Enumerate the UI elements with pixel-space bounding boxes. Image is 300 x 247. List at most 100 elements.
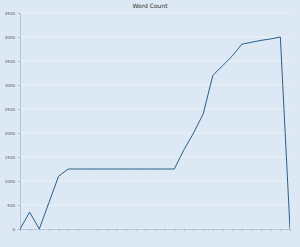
x-tick xyxy=(126,229,127,231)
x-tick-mark xyxy=(97,229,98,231)
x-tick xyxy=(78,229,79,231)
y-tick-mark xyxy=(18,229,20,230)
x-tick xyxy=(184,229,185,231)
x-tick xyxy=(261,229,262,231)
y-tick-mark xyxy=(18,109,20,110)
y-tick-mark xyxy=(18,157,20,158)
x-tick-mark xyxy=(88,229,89,231)
chart: Word Count 0 500 1000 1500 2000 2500 3000 3500 40… xyxy=(0,0,300,247)
y-tick: 4000 xyxy=(5,35,20,40)
marks xyxy=(20,37,290,229)
line xyxy=(20,37,290,229)
x-tick-mark xyxy=(271,229,272,231)
y-tick: 3000 xyxy=(5,83,20,88)
x-tick-mark xyxy=(126,229,127,231)
y-tick-mark xyxy=(18,13,20,14)
y-tick-label: 3000 xyxy=(5,83,16,88)
y-tick-label: 4500 xyxy=(5,11,16,16)
y-tick: 3500 xyxy=(5,59,20,64)
x-tick xyxy=(203,229,204,231)
x-axis-line xyxy=(21,230,291,232)
x-tick xyxy=(136,229,137,231)
grid-line xyxy=(20,205,290,206)
y-tick-label: 4000 xyxy=(5,35,16,40)
x-tick xyxy=(223,229,224,231)
y-tick: 0 xyxy=(12,227,20,232)
grid-line xyxy=(20,85,290,86)
x-tick-mark xyxy=(223,229,224,231)
y-tick-label: 2500 xyxy=(5,107,16,112)
grid xyxy=(20,13,290,229)
x-tick xyxy=(242,229,243,231)
y-tick-label: 0 xyxy=(12,227,15,232)
grid-line xyxy=(20,181,290,182)
y-tick-mark xyxy=(18,61,20,62)
x-tick-mark xyxy=(68,229,69,231)
grid-line xyxy=(20,61,290,62)
x-tick xyxy=(97,229,98,231)
x-tick xyxy=(290,229,291,231)
y-tick-mark xyxy=(18,37,20,38)
y-tick-label: 3500 xyxy=(5,59,16,64)
x-tick-mark xyxy=(145,229,146,231)
grid-line xyxy=(20,109,290,110)
x-tick-mark xyxy=(251,229,252,231)
y-axis: 0 500 1000 1500 2000 2500 3000 3500 4000 4500 xyxy=(5,11,21,232)
x-tick xyxy=(251,229,252,231)
x-tick xyxy=(107,229,108,231)
x-tick-mark xyxy=(280,229,281,231)
x-tick-mark xyxy=(290,229,291,231)
x-tick xyxy=(68,229,69,231)
grid-line xyxy=(20,157,290,158)
x-tick-mark xyxy=(165,229,166,231)
x-axis xyxy=(21,229,291,231)
x-tick-mark xyxy=(39,229,40,231)
y-tick: 4500 xyxy=(5,11,20,16)
y-tick-label: 1000 xyxy=(5,179,16,184)
y-tick: 1500 xyxy=(5,155,20,160)
x-tick-mark xyxy=(174,229,175,231)
x-tick-mark xyxy=(155,229,156,231)
x-tick xyxy=(280,229,281,231)
x-tick xyxy=(88,229,89,231)
y-tick: 2500 xyxy=(5,107,20,112)
y-tick-mark xyxy=(18,181,20,182)
x-tick-mark xyxy=(49,229,50,231)
x-tick xyxy=(39,229,40,231)
x-tick-mark xyxy=(232,229,233,231)
y-tick: 500 xyxy=(7,203,20,208)
x-tick xyxy=(116,229,117,231)
plot: 0 500 1000 1500 2000 2500 3000 3500 4000 4500 xyxy=(5,11,291,232)
y-axis-line xyxy=(18,14,21,230)
y-tick-label: 1500 xyxy=(5,155,16,160)
x-tick-mark xyxy=(194,229,195,231)
title: Word Count xyxy=(132,2,168,9)
x-tick-mark xyxy=(59,229,60,231)
x-tick xyxy=(59,229,60,231)
x-tick-mark xyxy=(116,229,117,231)
x-tick xyxy=(271,229,272,231)
x-tick xyxy=(20,229,21,231)
x-tick xyxy=(49,229,50,231)
x-tick-mark xyxy=(107,229,108,231)
x-tick-mark xyxy=(261,229,262,231)
x-tick-mark xyxy=(242,229,243,231)
x-tick-mark xyxy=(184,229,185,231)
x-tick xyxy=(30,229,31,231)
x-tick-mark xyxy=(20,229,21,231)
grid-line xyxy=(20,13,290,14)
y-tick: 1000 xyxy=(5,179,20,184)
y-tick-mark xyxy=(18,85,20,86)
y-tick-mark xyxy=(18,133,20,134)
x-tick-mark xyxy=(213,229,214,231)
y-tick: 2000 xyxy=(5,131,20,136)
x-tick xyxy=(232,229,233,231)
y-tick-label: 2000 xyxy=(5,131,16,136)
y-tick-mark xyxy=(18,205,20,206)
x-tick xyxy=(194,229,195,231)
x-tick xyxy=(165,229,166,231)
background xyxy=(0,0,300,247)
x-tick-mark xyxy=(136,229,137,231)
x-tick xyxy=(213,229,214,231)
x-tick-mark xyxy=(203,229,204,231)
